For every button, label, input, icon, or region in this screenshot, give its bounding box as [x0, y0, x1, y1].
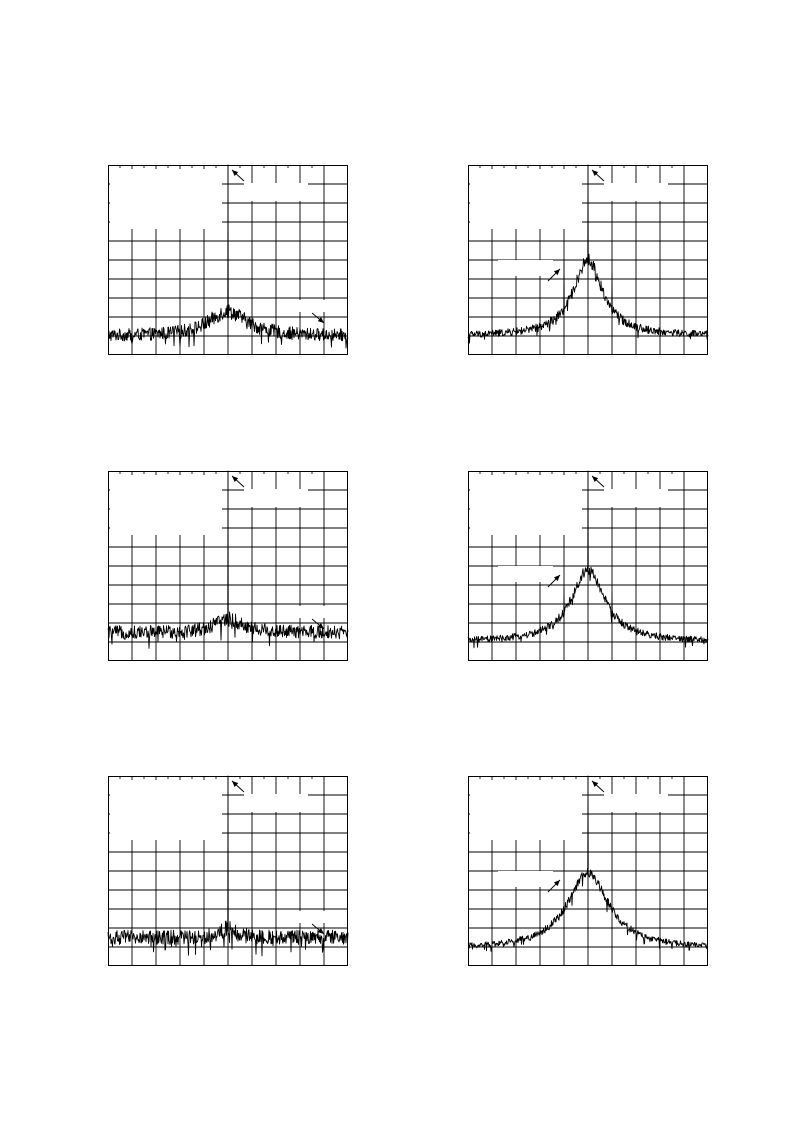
label-mask-lower-right — [286, 300, 346, 312]
annotation-arrowhead — [232, 476, 239, 482]
spectrum-chart — [467, 164, 709, 355]
annotation-arrowhead — [553, 880, 560, 887]
label-mask-upper-left — [110, 780, 222, 840]
label-mask-upper-right — [604, 489, 668, 507]
annotation-arrowhead — [232, 781, 239, 787]
spectrum-panel-bottom-right — [467, 775, 709, 966]
label-mask-upper-left — [470, 780, 582, 840]
spectrum-chart — [467, 775, 709, 966]
annotation-arrowhead — [317, 317, 324, 323]
spectrum-trace — [467, 470, 709, 649]
plot-frame — [108, 165, 348, 355]
spectrum-chart — [107, 775, 349, 966]
spectrum-trace — [107, 470, 349, 649]
label-mask-lower-right — [286, 606, 346, 618]
spectrum-chart — [107, 470, 349, 661]
plot-frame — [108, 776, 348, 966]
annotation-arrowhead — [553, 575, 560, 582]
spectrum-panel-middle-right — [467, 470, 709, 661]
plot-frame — [468, 776, 708, 966]
spectrum-chart — [467, 470, 709, 661]
label-mask-middle-left — [498, 260, 553, 276]
label-mask-upper-right — [244, 183, 308, 201]
annotation-arrowhead — [592, 781, 599, 787]
label-mask-middle-left — [498, 871, 553, 887]
spectrum-trace — [107, 775, 349, 957]
label-mask-upper-right — [244, 489, 308, 507]
spectrum-trace — [467, 164, 709, 344]
label-mask-middle-left — [498, 566, 553, 582]
label-mask-upper-right — [604, 794, 668, 812]
spectrum-chart — [107, 164, 349, 355]
label-mask-upper-left — [470, 475, 582, 535]
label-mask-upper-right — [604, 183, 668, 201]
label-mask-upper-left — [110, 475, 222, 535]
annotation-arrowhead — [553, 269, 560, 276]
label-mask-lower-right — [286, 911, 346, 923]
spectrum-panel-top-left — [107, 164, 349, 355]
spectrum-panel-top-right — [467, 164, 709, 355]
label-mask-upper-right — [244, 794, 308, 812]
annotation-arrowhead — [592, 170, 599, 176]
spectrum-panel-middle-left — [107, 470, 349, 661]
label-mask-upper-left — [470, 169, 582, 229]
annotation-arrowhead — [317, 928, 324, 934]
plot-frame — [108, 471, 348, 661]
spectrum-trace — [107, 164, 349, 349]
annotation-arrowhead — [232, 170, 239, 176]
label-mask-upper-left — [110, 169, 222, 229]
spectrum-panel-bottom-left — [107, 775, 349, 966]
plot-frame — [468, 165, 708, 355]
plot-frame — [468, 471, 708, 661]
annotation-arrowhead — [592, 476, 599, 482]
spectrum-trace — [467, 775, 709, 952]
